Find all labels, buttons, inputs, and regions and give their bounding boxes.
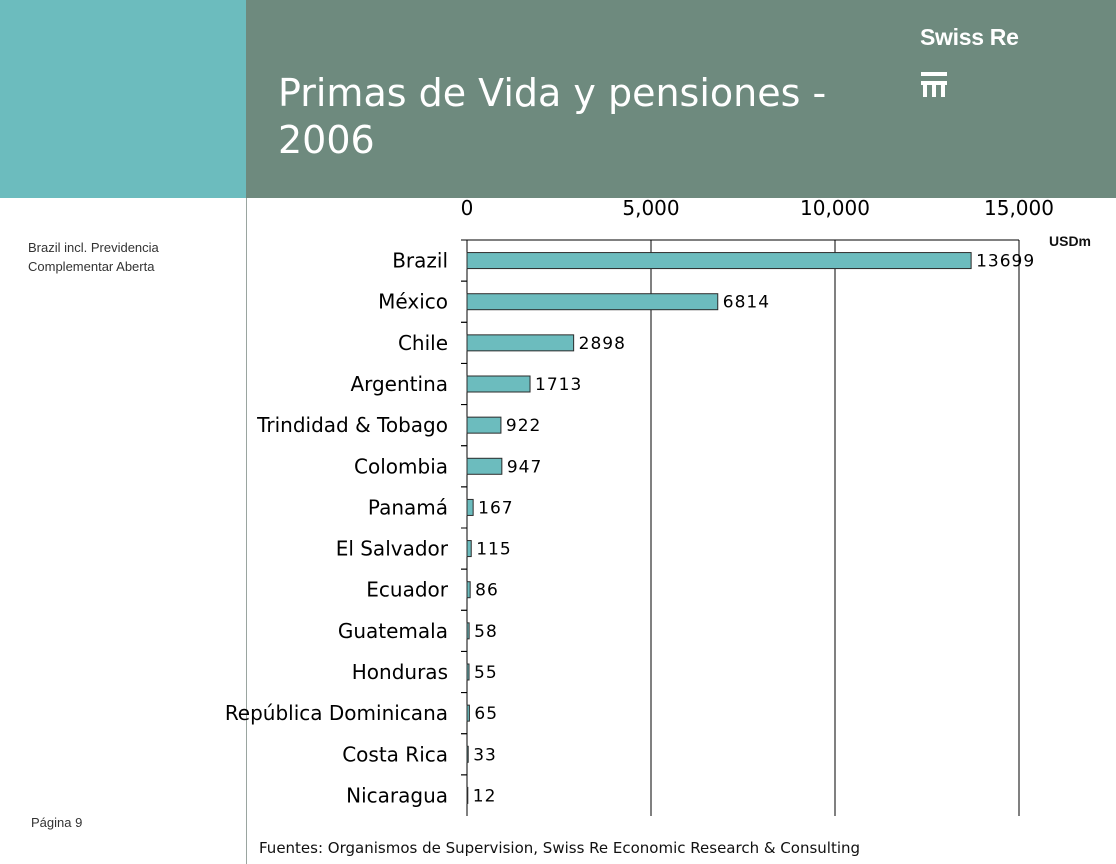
side-note: Brazil incl. Previdencia Complementar Ab… — [28, 238, 228, 276]
data-label: 1713 — [535, 375, 582, 395]
x-tick-label: 15,000 — [984, 196, 1054, 220]
data-label: 2898 — [579, 334, 626, 354]
bar — [466, 252, 972, 270]
bar — [466, 663, 470, 681]
category-label: Ecuador — [366, 578, 448, 602]
data-label: 115 — [476, 540, 511, 560]
category-label: Trindidad & Tobago — [256, 413, 448, 437]
data-label: 13699 — [976, 252, 1035, 272]
data-label: 947 — [507, 457, 542, 477]
bar — [466, 581, 471, 599]
data-label: 58 — [474, 622, 498, 642]
category-label: Nicaragua — [346, 783, 448, 807]
bar — [466, 540, 472, 558]
bar — [466, 293, 719, 311]
data-label: 922 — [506, 416, 541, 436]
category-label: Honduras — [352, 660, 448, 684]
category-label: El Salvador — [336, 537, 449, 561]
side-note-line-1: Brazil incl. Previdencia — [28, 240, 159, 255]
swiss-re-logo-icon — [921, 72, 947, 97]
bar — [466, 622, 470, 640]
bar — [466, 786, 469, 804]
category-label: Costa Rica — [342, 742, 448, 766]
category-label: Guatemala — [338, 619, 448, 643]
data-label: 86 — [475, 581, 499, 601]
unit-label: USDm — [1049, 233, 1092, 249]
side-note-line-2: Complementar Aberta — [28, 259, 155, 274]
data-label: 6814 — [723, 293, 770, 313]
page-number: Página 9 — [31, 815, 83, 830]
bar — [466, 334, 575, 352]
teal-corner-block — [0, 0, 246, 198]
category-label: Brazil — [392, 249, 448, 273]
x-tick-label: 10,000 — [800, 196, 870, 220]
bar — [466, 416, 502, 434]
data-label: 167 — [478, 498, 513, 518]
brand-name: Swiss Re — [920, 24, 1019, 50]
data-label: 12 — [473, 786, 497, 806]
x-tick-label: 0 — [461, 196, 474, 220]
x-tick-label: 5,000 — [622, 196, 679, 220]
data-label: 33 — [473, 745, 497, 765]
bar — [466, 704, 470, 722]
category-label: México — [378, 290, 448, 314]
slide-title: Primas de Vida y pensiones - 2006 — [278, 71, 827, 162]
header-banner — [246, 0, 1116, 198]
bar — [466, 457, 503, 475]
category-label: República Dominicana — [225, 701, 448, 725]
category-label: Colombia — [354, 454, 448, 478]
category-label: Chile — [398, 331, 448, 355]
category-label: Argentina — [350, 372, 448, 396]
data-label: 65 — [474, 704, 498, 724]
source-note: Fuentes: Organismos de Supervision, Swis… — [259, 839, 861, 857]
bar — [466, 498, 474, 516]
bar — [466, 375, 531, 393]
bar — [466, 745, 469, 763]
category-label: Panamá — [368, 495, 448, 519]
left-divider-line — [246, 198, 247, 864]
data-label: 55 — [474, 663, 498, 683]
